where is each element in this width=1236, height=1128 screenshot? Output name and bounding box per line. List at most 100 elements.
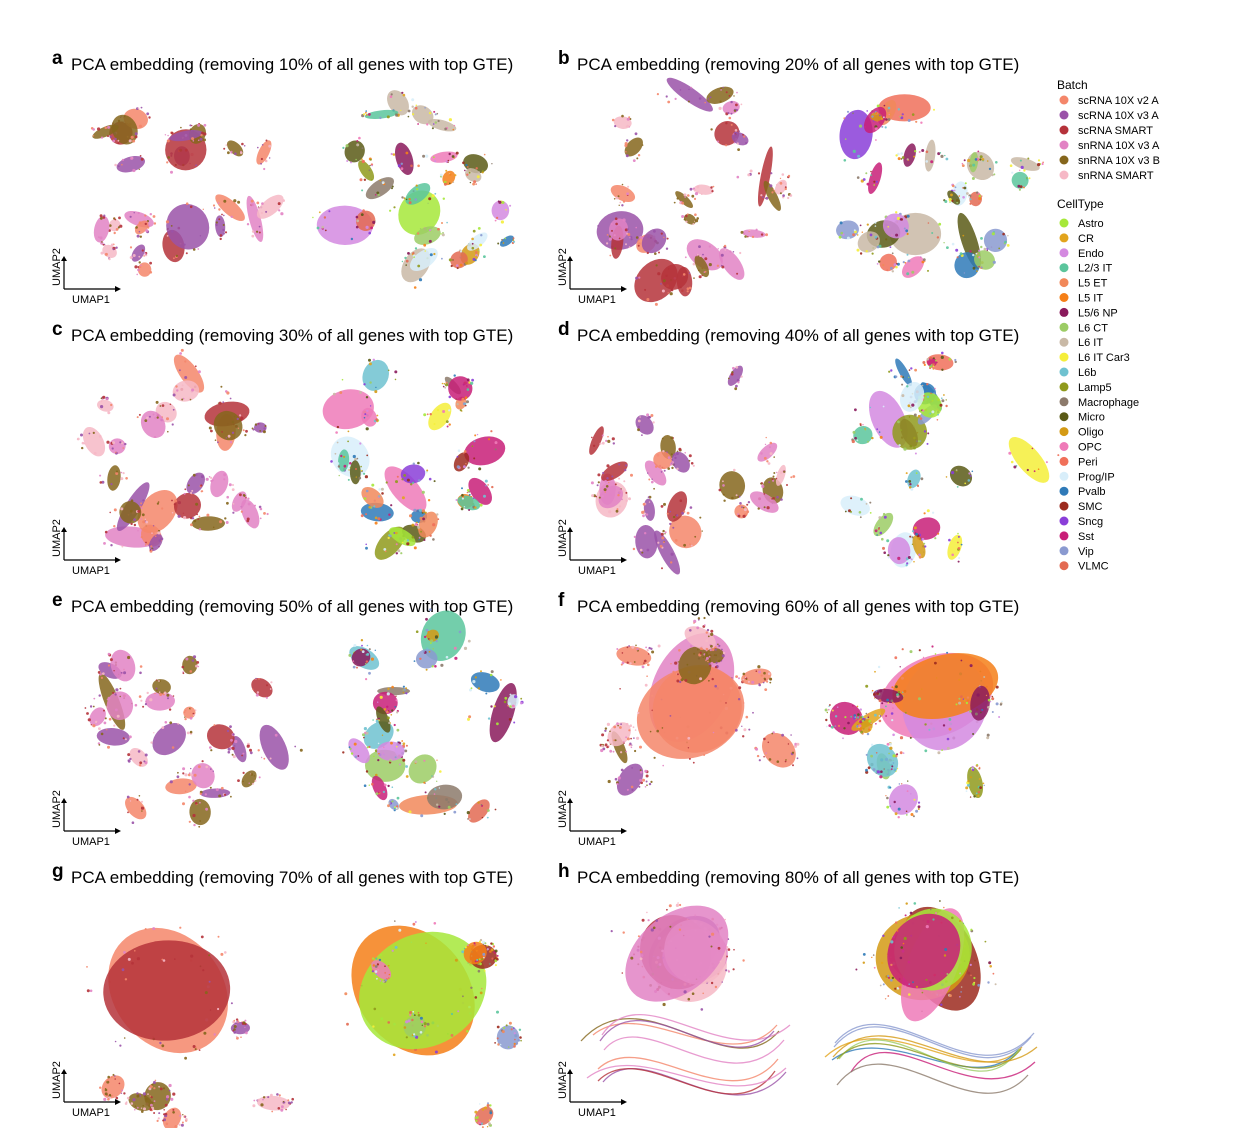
cell-point bbox=[467, 639, 471, 643]
cell-point bbox=[629, 724, 632, 727]
cell-point bbox=[606, 242, 609, 245]
cell-point bbox=[1011, 171, 1014, 174]
cell-cluster bbox=[377, 741, 405, 761]
cell-point bbox=[224, 517, 227, 520]
cell-point bbox=[144, 753, 148, 757]
cell-point bbox=[608, 510, 612, 514]
cell-point bbox=[239, 414, 242, 417]
panel-title: PCA embedding (removing 70% of all genes… bbox=[71, 868, 513, 887]
cell-cluster bbox=[359, 931, 487, 1050]
cell-point bbox=[335, 431, 338, 434]
cell-point bbox=[890, 266, 893, 270]
cell-point bbox=[487, 484, 489, 486]
cell-point bbox=[980, 266, 983, 269]
cell-point bbox=[887, 995, 890, 997]
cell-point bbox=[639, 745, 642, 749]
cell-cluster bbox=[901, 256, 925, 278]
cell-cluster bbox=[468, 799, 490, 823]
cell-point bbox=[472, 182, 475, 186]
cell-point bbox=[900, 158, 903, 160]
cell-point bbox=[167, 697, 169, 700]
cell-point bbox=[688, 286, 692, 290]
cell-point bbox=[1028, 177, 1031, 180]
cell-point bbox=[768, 758, 772, 761]
cell-point bbox=[697, 648, 699, 651]
cell-point bbox=[983, 676, 986, 678]
cell-point bbox=[173, 391, 176, 394]
cell-point bbox=[991, 711, 994, 713]
cell-point bbox=[135, 226, 138, 229]
cell-point bbox=[477, 171, 481, 174]
cell-point bbox=[844, 510, 847, 513]
cell-point bbox=[756, 754, 760, 758]
cell-point bbox=[921, 537, 925, 541]
cell-point bbox=[137, 509, 141, 513]
cell-point bbox=[139, 505, 142, 508]
legend-swatch bbox=[1059, 293, 1069, 302]
cell-point bbox=[222, 401, 225, 404]
cell-point bbox=[905, 564, 908, 567]
cell-point bbox=[844, 716, 847, 719]
cell-point bbox=[149, 698, 153, 702]
cell-point bbox=[941, 368, 944, 371]
cell-point bbox=[242, 771, 245, 774]
cell-point bbox=[456, 455, 459, 458]
cell-point bbox=[136, 1106, 139, 1109]
umap-by-celltype bbox=[342, 608, 524, 823]
cell-point bbox=[229, 725, 232, 728]
trajectory-line bbox=[836, 1042, 1022, 1069]
cell-point bbox=[179, 926, 182, 929]
cell-point bbox=[229, 397, 232, 400]
umap-by-batch bbox=[589, 365, 796, 575]
y-axis-label: UMAP2 bbox=[51, 790, 63, 828]
cell-point bbox=[92, 135, 95, 137]
cell-point bbox=[220, 786, 224, 790]
cell-point bbox=[171, 511, 174, 514]
cell-point bbox=[448, 409, 451, 412]
cell-point bbox=[133, 523, 137, 527]
cell-point bbox=[887, 974, 890, 978]
cell-point bbox=[650, 414, 654, 417]
cell-point bbox=[918, 649, 921, 652]
cell-point bbox=[724, 918, 726, 921]
cell-point bbox=[670, 436, 674, 440]
cell-point bbox=[607, 481, 610, 484]
cell-point bbox=[923, 542, 926, 545]
cell-cluster bbox=[254, 422, 267, 433]
cell-point bbox=[198, 1049, 201, 1051]
cell-point bbox=[282, 199, 285, 202]
cell-point bbox=[734, 387, 738, 391]
panel-letter: g bbox=[52, 861, 64, 882]
cell-point bbox=[111, 447, 114, 450]
cell-point bbox=[354, 457, 357, 461]
cell-point bbox=[651, 650, 655, 654]
cell-point bbox=[255, 677, 257, 680]
cell-point bbox=[143, 760, 146, 763]
cell-point bbox=[139, 764, 142, 767]
cell-point bbox=[897, 816, 900, 819]
cell-point bbox=[98, 435, 102, 438]
cell-point bbox=[194, 709, 197, 711]
cell-point bbox=[766, 506, 770, 510]
cell-point bbox=[100, 241, 104, 245]
cell-point bbox=[442, 232, 444, 234]
cell-point bbox=[737, 381, 740, 384]
legend-swatch bbox=[1059, 561, 1069, 571]
cell-point bbox=[147, 1093, 149, 1095]
cell-point bbox=[148, 116, 151, 119]
x-axis-arrowhead bbox=[621, 828, 627, 834]
cell-cluster bbox=[704, 648, 725, 664]
cell-cluster bbox=[969, 152, 979, 173]
cell-point bbox=[890, 699, 894, 703]
cell-point bbox=[782, 194, 785, 197]
cell-point bbox=[736, 91, 738, 94]
cell-point bbox=[661, 289, 665, 293]
cell-point bbox=[157, 501, 160, 503]
cell-point bbox=[118, 216, 121, 220]
cell-point bbox=[626, 192, 629, 196]
cell-point bbox=[475, 1115, 478, 1117]
cell-point bbox=[919, 417, 923, 420]
cell-point bbox=[433, 423, 436, 425]
cell-point bbox=[487, 717, 491, 720]
